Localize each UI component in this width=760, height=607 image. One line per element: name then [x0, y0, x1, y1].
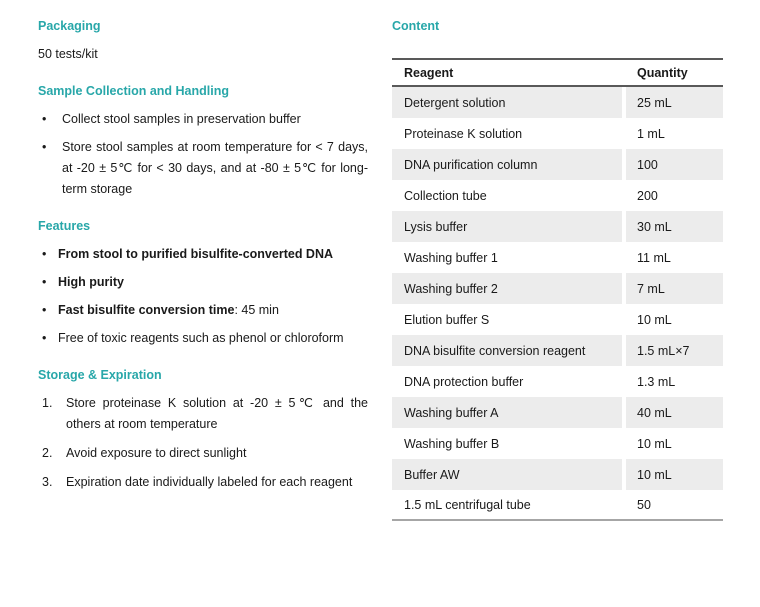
- section-heading-sample-handling: Sample Collection and Handling: [38, 84, 229, 98]
- column-gap: [622, 58, 626, 87]
- reagent-cell: 1.5 mL centrifugal tube: [392, 490, 622, 521]
- reagent-cell: DNA purification column: [392, 149, 622, 180]
- list-item-number: 1.: [42, 396, 53, 410]
- table-row: Washing buffer A 40 mL: [392, 397, 723, 428]
- quantity-cell: 200: [637, 188, 658, 203]
- table-row: Lysis buffer 30 mL: [392, 211, 723, 242]
- quantity-cell: 10 mL: [626, 459, 723, 490]
- list-item-text: Store stool samples at room temperature …: [62, 140, 368, 196]
- quantity-cell: 1.5 mL×7: [626, 335, 723, 366]
- list-item-bold-text: High purity: [58, 275, 124, 289]
- table-row: DNA protection buffer 1.3 mL: [392, 366, 723, 397]
- table-row: Washing buffer 1 11 mL: [392, 242, 723, 273]
- reagent-cell: Lysis buffer: [392, 211, 622, 242]
- features-list: From stool to purified bisulfite-convert…: [38, 244, 368, 349]
- reagent-cell: Elution buffer S: [404, 312, 490, 327]
- left-column: Packaging 50 tests/kit Sample Collection…: [38, 16, 368, 501]
- reagent-cell: Proteinase K solution: [404, 126, 523, 141]
- table-row: Collection tube 200: [392, 180, 723, 211]
- reagent-cell: Buffer AW: [392, 459, 622, 490]
- quantity-cell: 10 mL: [637, 312, 672, 327]
- list-item-bold-text: From stool to purified bisulfite-convert…: [58, 247, 334, 261]
- list-item: Free of toxic reagents such as phenol or…: [38, 328, 368, 349]
- list-item: From stool to purified bisulfite-convert…: [38, 244, 368, 265]
- bullet-icon: [42, 137, 46, 158]
- bullet-icon: [42, 300, 46, 321]
- quantity-cell: 7 mL: [626, 273, 723, 304]
- right-column: Content Reagent Quantity Detergent solut…: [392, 16, 723, 521]
- list-item: Fast bisulfite conversion time: 45 min: [38, 300, 368, 321]
- quantity-cell: 30 mL: [626, 211, 723, 242]
- list-item: Collect stool samples in preservation bu…: [38, 109, 368, 130]
- sample-handling-list: Collect stool samples in preservation bu…: [38, 109, 368, 200]
- table-row: Detergent solution 25 mL: [392, 87, 723, 118]
- table-row: Elution buffer S 10 mL: [392, 304, 723, 335]
- reagent-cell: Detergent solution: [392, 87, 622, 118]
- section-heading-features: Features: [38, 219, 91, 233]
- list-item-number: 2.: [42, 446, 53, 460]
- list-item: 1. Store proteinase K solution at -20 ± 5…: [38, 393, 368, 435]
- quantity-cell: 10 mL: [637, 436, 672, 451]
- reagent-cell: DNA protection buffer: [404, 374, 524, 389]
- list-item-text: Free of toxic reagents such as phenol or…: [58, 331, 344, 345]
- section-heading-content: Content: [392, 19, 440, 33]
- list-item-text: Avoid exposure to direct sunlight: [66, 446, 247, 460]
- list-item-text: Store proteinase K solution at -20 ± 5℃ …: [66, 396, 368, 431]
- quantity-cell: 1.3 mL: [637, 374, 676, 389]
- reagent-cell: DNA bisulfite conversion reagent: [392, 335, 622, 366]
- table-row: Proteinase K solution 1 mL: [392, 118, 723, 149]
- section-heading-storage: Storage & Expiration: [38, 368, 162, 382]
- list-item-text: Expiration date individually labeled for…: [66, 475, 353, 489]
- table-header-row: Reagent Quantity: [392, 58, 723, 87]
- quantity-cell: 11 mL: [637, 250, 671, 265]
- bullet-icon: [42, 244, 46, 265]
- table-row: DNA purification column 100: [392, 149, 723, 180]
- quantity-cell: 1 mL: [637, 126, 665, 141]
- bullet-icon: [42, 328, 46, 349]
- bullet-icon: [42, 272, 46, 293]
- list-item: High purity: [38, 272, 368, 293]
- table-row: Buffer AW 10 mL: [392, 459, 723, 490]
- content-table: Reagent Quantity Detergent solution 25 mL…: [392, 58, 723, 521]
- column-header-reagent: Reagent: [392, 58, 622, 87]
- list-item: 3. Expiration date individually labeled f…: [38, 472, 368, 493]
- list-item-number: 3.: [42, 475, 53, 489]
- table-row: 1.5 mL centrifugal tube 50: [392, 490, 723, 521]
- list-item-bold-text: Fast bisulfite conversion time: [58, 303, 235, 317]
- table-row: DNA bisulfite conversion reagent 1.5 mL×7: [392, 335, 723, 366]
- bullet-icon: [42, 109, 46, 130]
- column-header-quantity: Quantity: [626, 58, 723, 87]
- storage-list: 1. Store proteinase K solution at -20 ± 5…: [38, 393, 368, 493]
- quantity-cell: 25 mL: [626, 87, 723, 118]
- quantity-cell: 40 mL: [626, 397, 723, 428]
- quantity-cell: 100: [626, 149, 723, 180]
- reagent-cell: Washing buffer B: [404, 436, 500, 451]
- list-item: Store stool samples at room temperature …: [38, 137, 368, 200]
- reagent-cell: Washing buffer A: [392, 397, 622, 428]
- table-row: Washing buffer B 10 mL: [392, 428, 723, 459]
- list-item-text: Collect stool samples in preservation bu…: [62, 112, 301, 126]
- list-item-text: : 45 min: [234, 303, 279, 317]
- reagent-cell: Washing buffer 1: [404, 250, 498, 265]
- packaging-value: 50 tests/kit: [38, 47, 98, 61]
- reagent-cell: Collection tube: [404, 188, 487, 203]
- quantity-cell: 50: [626, 490, 723, 521]
- reagent-cell: Washing buffer 2: [392, 273, 622, 304]
- datasheet-page: Packaging 50 tests/kit Sample Collection…: [38, 16, 760, 521]
- list-item: 2. Avoid exposure to direct sunlight: [38, 443, 368, 464]
- section-heading-packaging: Packaging: [38, 19, 101, 33]
